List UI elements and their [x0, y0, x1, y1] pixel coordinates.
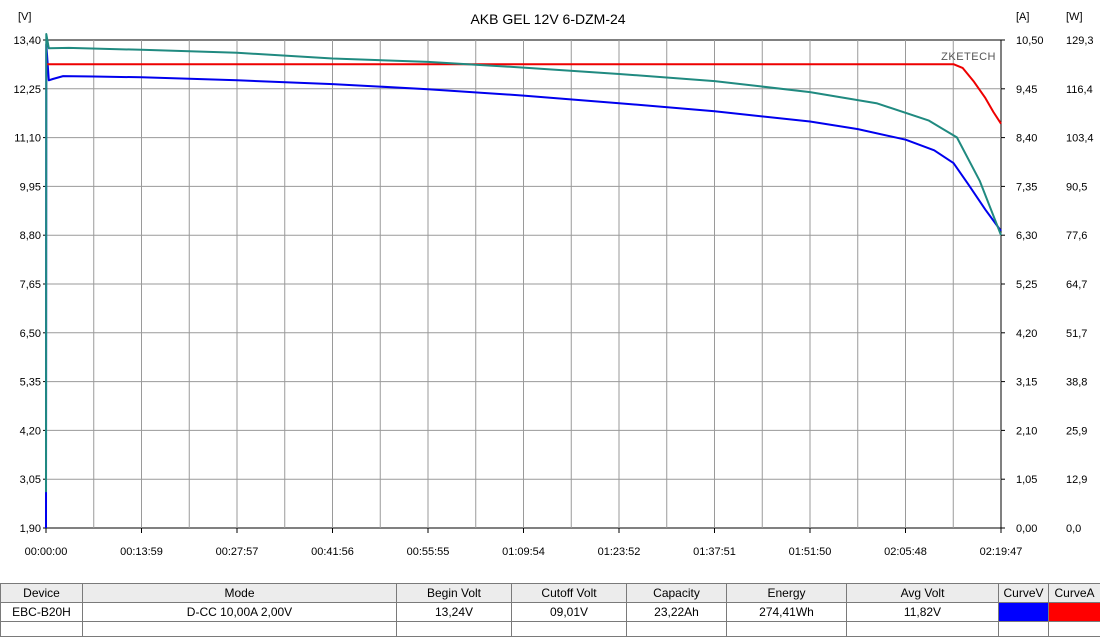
- watts-tick-label: 64,7: [1066, 279, 1087, 291]
- time-tick-label: 00:27:57: [216, 546, 259, 558]
- left-tick-label: 3,05: [20, 474, 41, 486]
- table-header-row: Device Mode Begin Volt Cutoff Volt Capacity E…: [0, 583, 1100, 603]
- amps-tick-label: 4,20: [1016, 328, 1037, 340]
- cell-mode: D-CC 10,00A 2,00V: [82, 602, 397, 622]
- watermark: ZKETECH: [941, 51, 996, 63]
- cell-cutoff-volt: 09,01V: [511, 602, 627, 622]
- time-tick-label: 02:19:47: [980, 546, 1023, 558]
- time-tick-label: 02:05:48: [884, 546, 927, 558]
- series-lines: [45, 33, 1002, 529]
- watts-tick-label: 0,0: [1066, 523, 1081, 535]
- table-row: EBC-B20H D-CC 10,00A 2,00V 13,24V 09,01V 23,…: [0, 602, 1100, 622]
- left-tick-label: 7,65: [20, 279, 41, 291]
- curve-v-swatch: [998, 602, 1049, 622]
- time-axis-ticks: 00:00:00 00:13:59 00:27:57 00:41:56 00:55:55…: [25, 528, 1023, 558]
- cell-energy: 274,41Wh: [726, 602, 847, 622]
- watts-tick-label: 77,6: [1066, 230, 1087, 242]
- series-power: [45, 33, 1002, 493]
- cell-device: EBC-B20H: [0, 602, 83, 622]
- cell-capacity: 23,22Ah: [626, 602, 727, 622]
- discharge-chart: 13,40 12,25 11,10 9,95 8,80 7,65 6,50 5,35 4,20 3…: [13, 11, 1094, 558]
- summary-table: Device Mode Begin Volt Cutoff Volt Capacity E…: [0, 583, 1100, 637]
- amps-tick-label: 10,50: [1016, 35, 1044, 47]
- amps-tick-label: 1,05: [1016, 474, 1037, 486]
- amps-tick-label: 8,40: [1016, 133, 1037, 145]
- amps-tick-label: 2,10: [1016, 425, 1037, 437]
- time-tick-label: 01:09:54: [502, 546, 545, 558]
- watts-tick-label: 116,4: [1066, 84, 1093, 96]
- watts-tick-label: 12,9: [1066, 474, 1087, 486]
- amps-tick-label: 0,00: [1016, 523, 1037, 535]
- cell-begin-volt: 13,24V: [396, 602, 512, 622]
- col-header-mode: Mode: [82, 583, 397, 603]
- watts-tick-label: 51,7: [1066, 328, 1087, 340]
- col-header-energy: Energy: [726, 583, 847, 603]
- watts-axis-ticks: 129,3 116,4 103,4 90,5 77,6 64,7 51,7 38,8 25,9 1…: [1066, 35, 1094, 535]
- left-axis-unit: [V]: [18, 11, 31, 23]
- curve-a-swatch: [1048, 602, 1100, 622]
- col-header-curvea: CurveA: [1048, 583, 1100, 603]
- col-header-avg-volt: Avg Volt: [846, 583, 999, 603]
- col-header-device: Device: [0, 583, 83, 603]
- time-tick-label: 00:55:55: [407, 546, 450, 558]
- left-tick-label: 11,10: [14, 133, 41, 145]
- series-curvea: [46, 63, 1002, 125]
- chart-title: AKB GEL 12V 6-DZM-24: [470, 11, 625, 27]
- left-tick-label: 8,80: [20, 230, 41, 242]
- amps-tick-label: 5,25: [1016, 279, 1037, 291]
- col-header-cutoff-volt: Cutoff Volt: [511, 583, 627, 603]
- time-tick-label: 00:41:56: [311, 546, 354, 558]
- amps-tick-label: 6,30: [1016, 230, 1037, 242]
- left-tick-label: 4,20: [20, 425, 41, 437]
- watts-tick-label: 90,5: [1066, 181, 1087, 193]
- table-blank-row: [0, 621, 1100, 637]
- col-header-begin-volt: Begin Volt: [396, 583, 512, 603]
- grid-lines: [46, 40, 1001, 528]
- series-curvev: [45, 43, 1002, 529]
- left-tick-label: 6,50: [20, 328, 41, 340]
- left-tick-label: 5,35: [20, 377, 41, 389]
- left-tick-label: 1,90: [20, 523, 41, 535]
- time-tick-label: 00:00:00: [25, 546, 68, 558]
- watts-axis-unit: [W]: [1066, 11, 1083, 23]
- col-header-capacity: Capacity: [626, 583, 727, 603]
- left-tick-label: 12,25: [13, 84, 41, 96]
- watts-tick-label: 25,9: [1066, 425, 1087, 437]
- time-tick-label: 01:23:52: [598, 546, 641, 558]
- watts-tick-label: 129,3: [1066, 35, 1094, 47]
- amps-tick-label: 7,35: [1016, 181, 1037, 193]
- time-tick-label: 01:51:50: [789, 546, 832, 558]
- amps-tick-label: 9,45: [1016, 84, 1037, 96]
- time-tick-label: 00:13:59: [120, 546, 163, 558]
- watts-tick-label: 38,8: [1066, 377, 1087, 389]
- time-tick-label: 01:37:51: [693, 546, 736, 558]
- left-tick-label: 9,95: [20, 181, 41, 193]
- left-tick-label: 13,40: [13, 35, 41, 47]
- amps-axis-ticks: 10,50 9,45 8,40 7,35 6,30 5,25 4,20 3,15 2,10 1,0…: [1001, 35, 1044, 535]
- left-axis-ticks: 13,40 12,25 11,10 9,95 8,80 7,65 6,50 5,35 4,20 3…: [13, 35, 46, 535]
- col-header-curvev: CurveV: [998, 583, 1049, 603]
- watts-tick-label: 103,4: [1066, 133, 1094, 145]
- amps-tick-label: 3,15: [1016, 377, 1037, 389]
- cell-avg-volt: 11,82V: [846, 602, 999, 622]
- amps-axis-unit: [A]: [1016, 11, 1029, 23]
